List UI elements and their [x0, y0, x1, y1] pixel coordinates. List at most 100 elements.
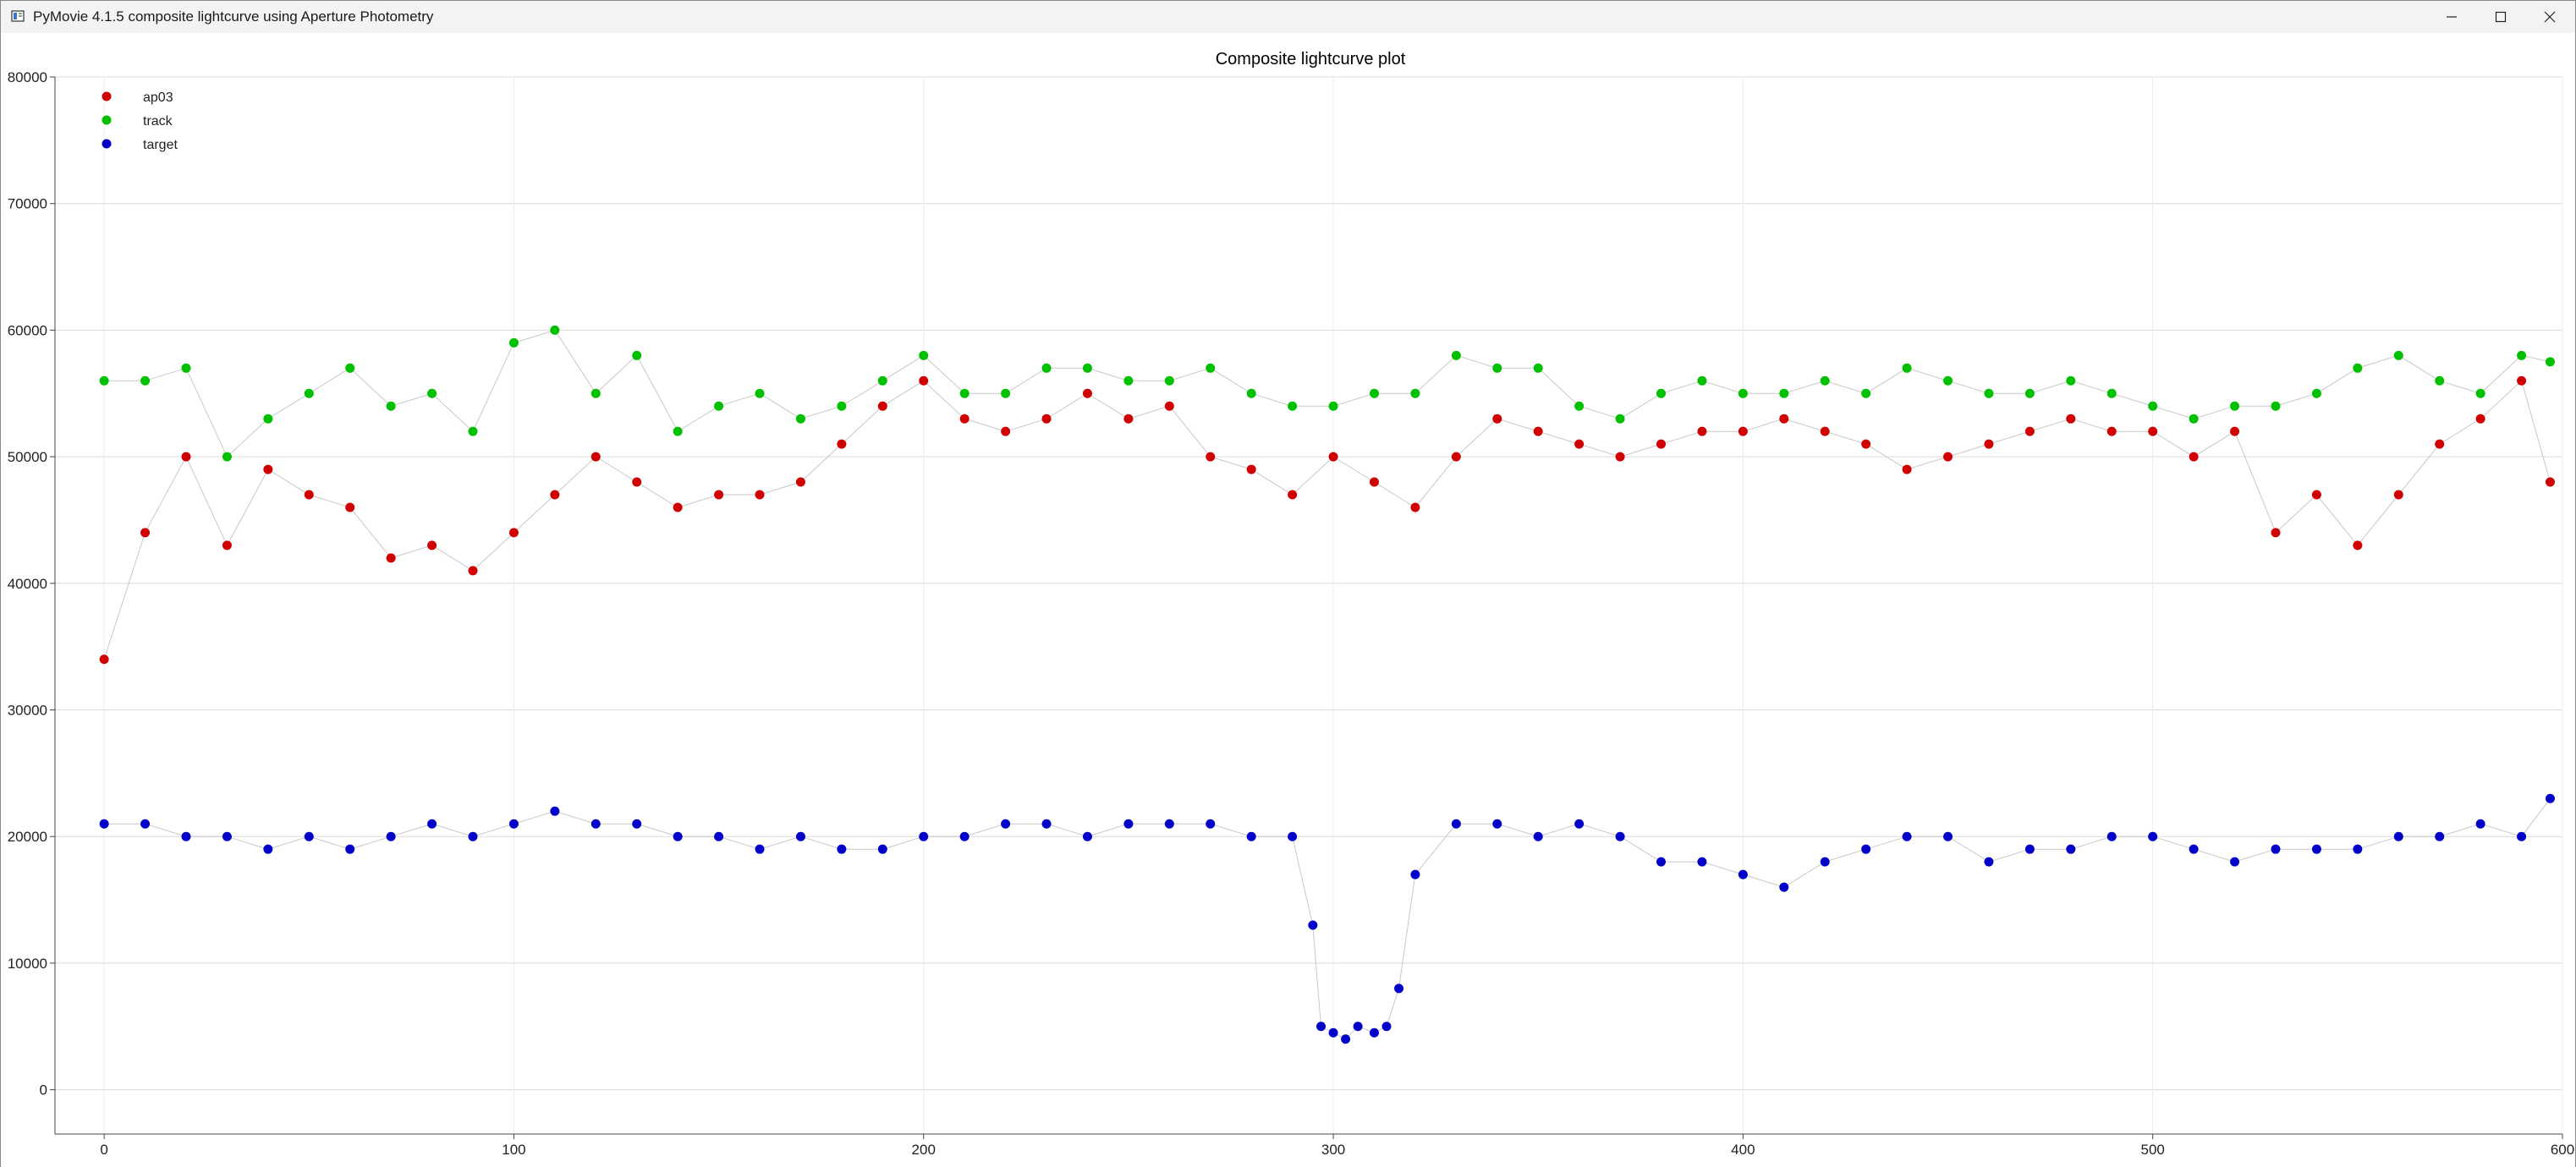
- legend-item-ap03[interactable]: ap03: [102, 90, 173, 105]
- close-button[interactable]: [2525, 1, 2574, 33]
- data-point-target: [2435, 831, 2445, 841]
- axes: 0 10000 20000 30000 40000 50000 60000 70000 8000…: [8, 69, 2574, 1158]
- maximize-button[interactable]: [2476, 1, 2525, 33]
- y-tick-label: 0: [40, 1082, 47, 1099]
- y-tick-label: 80000: [8, 69, 47, 85]
- data-point-ap03: [2475, 414, 2485, 424]
- data-point-ap03: [1738, 426, 1748, 436]
- data-point-ap03: [508, 528, 519, 538]
- data-point-target: [2353, 844, 2363, 854]
- data-point-track: [2475, 388, 2485, 398]
- legend-label: track: [143, 114, 173, 129]
- legend-marker: [102, 115, 112, 125]
- lightcurve-chart[interactable]: Composite lightcurve plot 0 10000 20000 300…: [1, 33, 2575, 1167]
- legend-item-track[interactable]: track: [102, 114, 173, 129]
- data-point-track: [550, 325, 560, 335]
- data-point-ap03: [1574, 439, 1585, 449]
- data-point-target: [1943, 831, 1953, 841]
- data-point-track: [1082, 363, 1092, 373]
- data-point-track: [1533, 363, 1543, 373]
- data-point-ap03: [632, 477, 642, 487]
- data-point-target: [99, 819, 109, 829]
- data-point-ap03: [2024, 426, 2035, 436]
- data-point-track: [386, 401, 396, 411]
- data-point-target: [877, 844, 887, 854]
- window-title: PyMovie 4.1.5 composite lightcurve using…: [33, 8, 434, 25]
- data-point-track: [632, 350, 642, 360]
- data-point-target: [1394, 983, 1404, 994]
- legend[interactable]: ap03 track target: [102, 90, 179, 152]
- data-point-target: [1369, 1027, 1379, 1038]
- x-tick-label: 200: [912, 1142, 936, 1158]
- data-point-target: [2475, 819, 2485, 829]
- data-point-ap03: [1820, 426, 1830, 436]
- data-point-target: [1697, 857, 1707, 867]
- data-point-track: [673, 426, 683, 436]
- data-point-ap03: [1697, 426, 1707, 436]
- data-point-track: [1410, 388, 1420, 398]
- data-point-target: [1984, 857, 1994, 867]
- x-tick-label: 500: [2140, 1142, 2164, 1158]
- data-point-ap03: [1943, 452, 1953, 462]
- data-point-target: [1410, 869, 1420, 879]
- legend-item-target[interactable]: target: [102, 138, 179, 152]
- data-point-ap03: [2517, 375, 2527, 386]
- data-point-ap03: [222, 540, 232, 551]
- data-point-target: [1615, 831, 1625, 841]
- data-point-track: [1123, 375, 1134, 386]
- data-point-track: [2148, 401, 2158, 411]
- data-point-track: [1001, 388, 1011, 398]
- series-track: [99, 325, 2555, 462]
- data-point-target: [1574, 819, 1585, 829]
- data-point-track: [304, 388, 314, 398]
- data-point-ap03: [550, 490, 560, 500]
- close-icon: [2544, 11, 2556, 23]
- data-point-ap03: [1288, 490, 1298, 500]
- title-bar[interactable]: PyMovie 4.1.5 composite lightcurve using…: [1, 1, 2575, 34]
- data-point-target: [2311, 844, 2321, 854]
- data-point-target: [1001, 819, 1011, 829]
- data-point-ap03: [1082, 388, 1092, 398]
- data-point-ap03: [1984, 439, 1994, 449]
- data-point-target: [2271, 844, 2281, 854]
- data-point-ap03: [1123, 414, 1134, 424]
- data-point-track: [1615, 414, 1625, 424]
- data-point-track: [2311, 388, 2321, 398]
- data-point-ap03: [181, 452, 191, 462]
- chart-title: Composite lightcurve plot: [1216, 50, 1406, 68]
- data-point-target: [1164, 819, 1174, 829]
- data-point-ap03: [2435, 439, 2445, 449]
- data-point-target: [2066, 844, 2076, 854]
- legend-label: target: [143, 138, 178, 152]
- data-point-track: [1451, 350, 1461, 360]
- data-point-ap03: [795, 477, 805, 487]
- data-point-track: [714, 401, 724, 411]
- grid-lines: [55, 76, 2563, 1134]
- legend-marker: [102, 91, 112, 101]
- data-point-track: [508, 337, 519, 348]
- data-point-ap03: [959, 414, 969, 424]
- data-point-track: [959, 388, 969, 398]
- data-point-track: [1041, 363, 1052, 373]
- data-point-target: [673, 831, 683, 841]
- minimize-button[interactable]: [2427, 1, 2476, 33]
- data-point-track: [2230, 401, 2240, 411]
- data-point-ap03: [1451, 452, 1461, 462]
- data-point-track: [222, 452, 232, 462]
- data-point-ap03: [2106, 426, 2117, 436]
- plot-area[interactable]: Composite lightcurve plot 0 10000 20000 300…: [1, 33, 2575, 1167]
- data-point-target: [508, 819, 519, 829]
- data-point-track: [1943, 375, 1953, 386]
- data-point-target: [2189, 844, 2199, 854]
- data-point-target: [222, 831, 232, 841]
- data-point-target: [590, 819, 601, 829]
- data-point-track: [1164, 375, 1174, 386]
- data-point-ap03: [2148, 426, 2158, 436]
- data-point-ap03: [1656, 439, 1667, 449]
- x-tick-label: 300: [1321, 1142, 1345, 1158]
- legend-marker: [102, 139, 112, 149]
- data-point-track: [2517, 350, 2527, 360]
- series-line-track: [104, 329, 2551, 457]
- data-point-ap03: [263, 464, 273, 474]
- data-point-ap03: [877, 401, 887, 411]
